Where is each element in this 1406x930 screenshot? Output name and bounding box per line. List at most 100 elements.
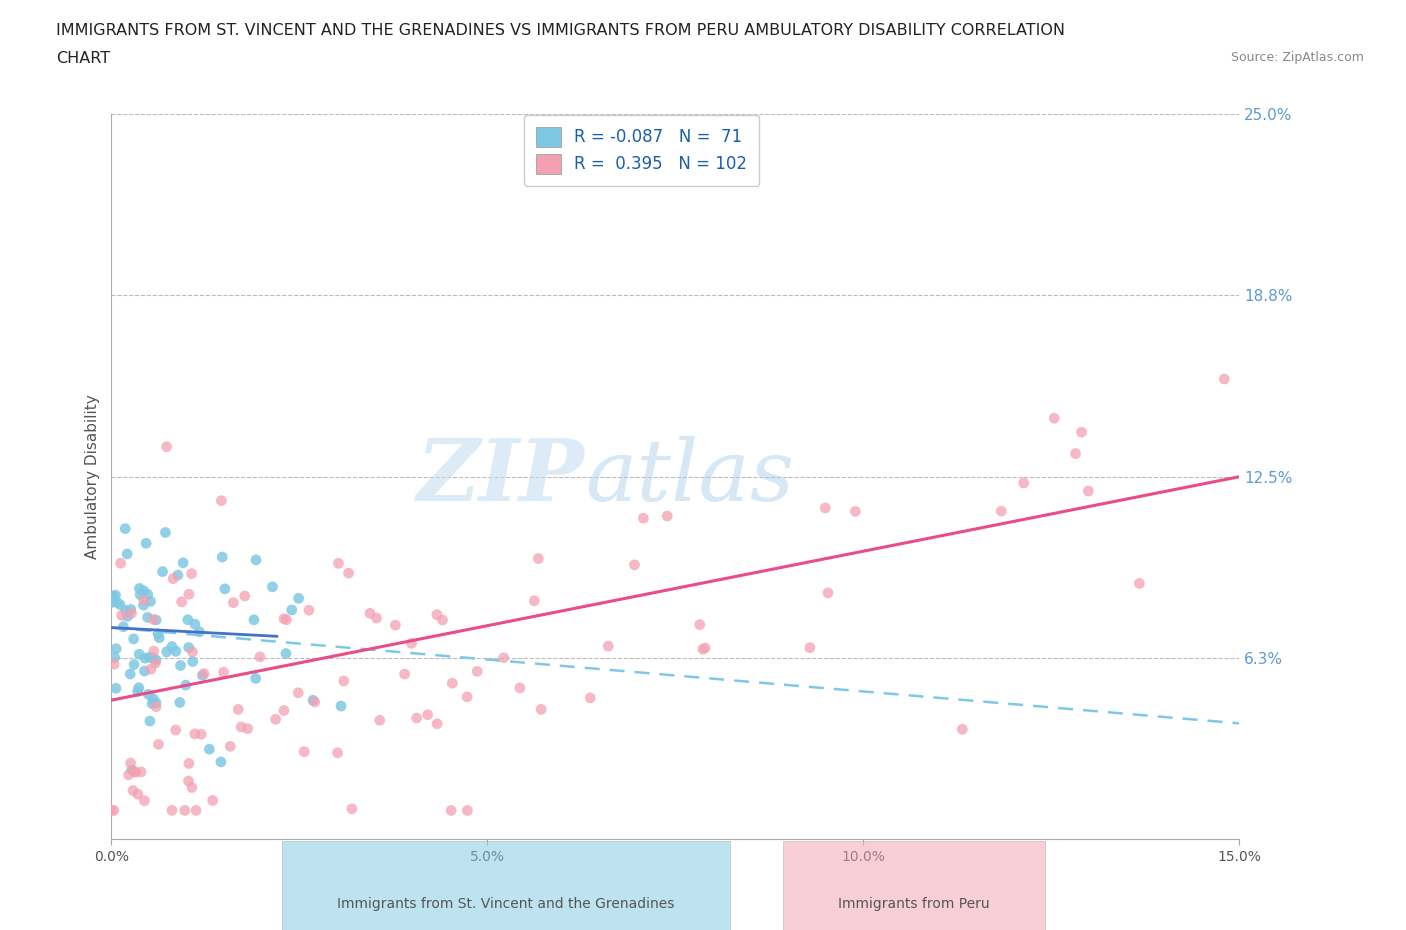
Point (177, 640, 200, 655)
Point (337, 565, 360, 580)
Point (328, 556, 350, 571)
Point (104, 588, 127, 603)
Point (100, 803, 122, 817)
Point (177, 774, 200, 789)
Point (527, 551, 550, 566)
Point (1064, 446, 1087, 461)
Point (212, 665, 235, 680)
Point (122, 783, 145, 798)
Point (359, 605, 381, 620)
Point (121, 605, 143, 620)
Point (799, 640, 821, 655)
Point (173, 803, 195, 817)
Point (844, 504, 866, 519)
Point (302, 693, 325, 708)
Point (523, 593, 546, 608)
Point (1128, 576, 1150, 591)
Point (426, 716, 449, 731)
Point (105, 595, 128, 610)
Text: ZIP: ZIP (418, 435, 585, 518)
Point (509, 681, 531, 696)
Point (264, 711, 287, 726)
Point (120, 602, 142, 617)
Point (110, 556, 132, 571)
Point (633, 511, 655, 525)
Point (177, 612, 200, 627)
Point (188, 624, 211, 639)
Point (162, 571, 184, 586)
Point (236, 722, 259, 737)
Point (432, 613, 454, 628)
Point (184, 803, 207, 817)
Point (456, 689, 478, 704)
Point (333, 673, 356, 688)
Point (292, 744, 315, 759)
Point (689, 618, 711, 632)
Point (115, 547, 138, 562)
Point (128, 581, 150, 596)
Point (243, 612, 266, 627)
Point (122, 658, 145, 672)
Point (1043, 411, 1066, 426)
Point (598, 639, 620, 654)
Point (139, 594, 162, 609)
Point (145, 653, 167, 668)
Point (416, 708, 439, 723)
Text: CHART: CHART (56, 51, 110, 66)
Text: Immigrants from St. Vincent and the Grenadines: Immigrants from St. Vincent and the Gren… (337, 897, 675, 911)
Point (177, 587, 200, 602)
Point (298, 603, 321, 618)
Point (136, 587, 159, 602)
Point (304, 695, 326, 710)
Point (326, 745, 349, 760)
Point (110, 608, 132, 623)
Point (138, 650, 160, 665)
Point (142, 650, 165, 665)
Point (1070, 425, 1092, 440)
Point (145, 696, 167, 711)
Point (141, 696, 163, 711)
Point (814, 500, 837, 515)
Point (132, 593, 155, 608)
Point (1012, 475, 1035, 490)
Point (128, 646, 150, 661)
Point (273, 611, 295, 626)
Point (211, 550, 233, 565)
Point (103, 803, 125, 817)
Point (172, 555, 194, 570)
Point (990, 504, 1012, 519)
Point (167, 567, 190, 582)
Point (156, 439, 179, 454)
Point (184, 617, 207, 631)
Point (401, 636, 423, 651)
Point (384, 618, 406, 632)
Point (201, 793, 224, 808)
Point (108, 597, 131, 612)
Point (105, 642, 128, 657)
Point (142, 612, 165, 627)
Point (245, 671, 267, 685)
Point (209, 493, 232, 508)
Point (160, 803, 183, 817)
Point (169, 695, 191, 710)
Point (135, 536, 157, 551)
Point (276, 612, 298, 627)
Point (695, 641, 717, 656)
Point (132, 598, 155, 613)
Point (122, 764, 145, 779)
Point (145, 699, 167, 714)
Point (152, 565, 174, 579)
Point (465, 664, 488, 679)
Point (440, 803, 463, 817)
Point (191, 668, 214, 683)
Point (456, 803, 478, 817)
Point (121, 763, 143, 777)
Point (127, 684, 149, 698)
Point (138, 687, 160, 702)
Point (441, 676, 464, 691)
Text: Immigrants from Peru: Immigrants from Peru (838, 897, 990, 911)
Point (112, 619, 135, 634)
Point (273, 703, 295, 718)
Point (817, 586, 839, 601)
Point (169, 658, 191, 673)
